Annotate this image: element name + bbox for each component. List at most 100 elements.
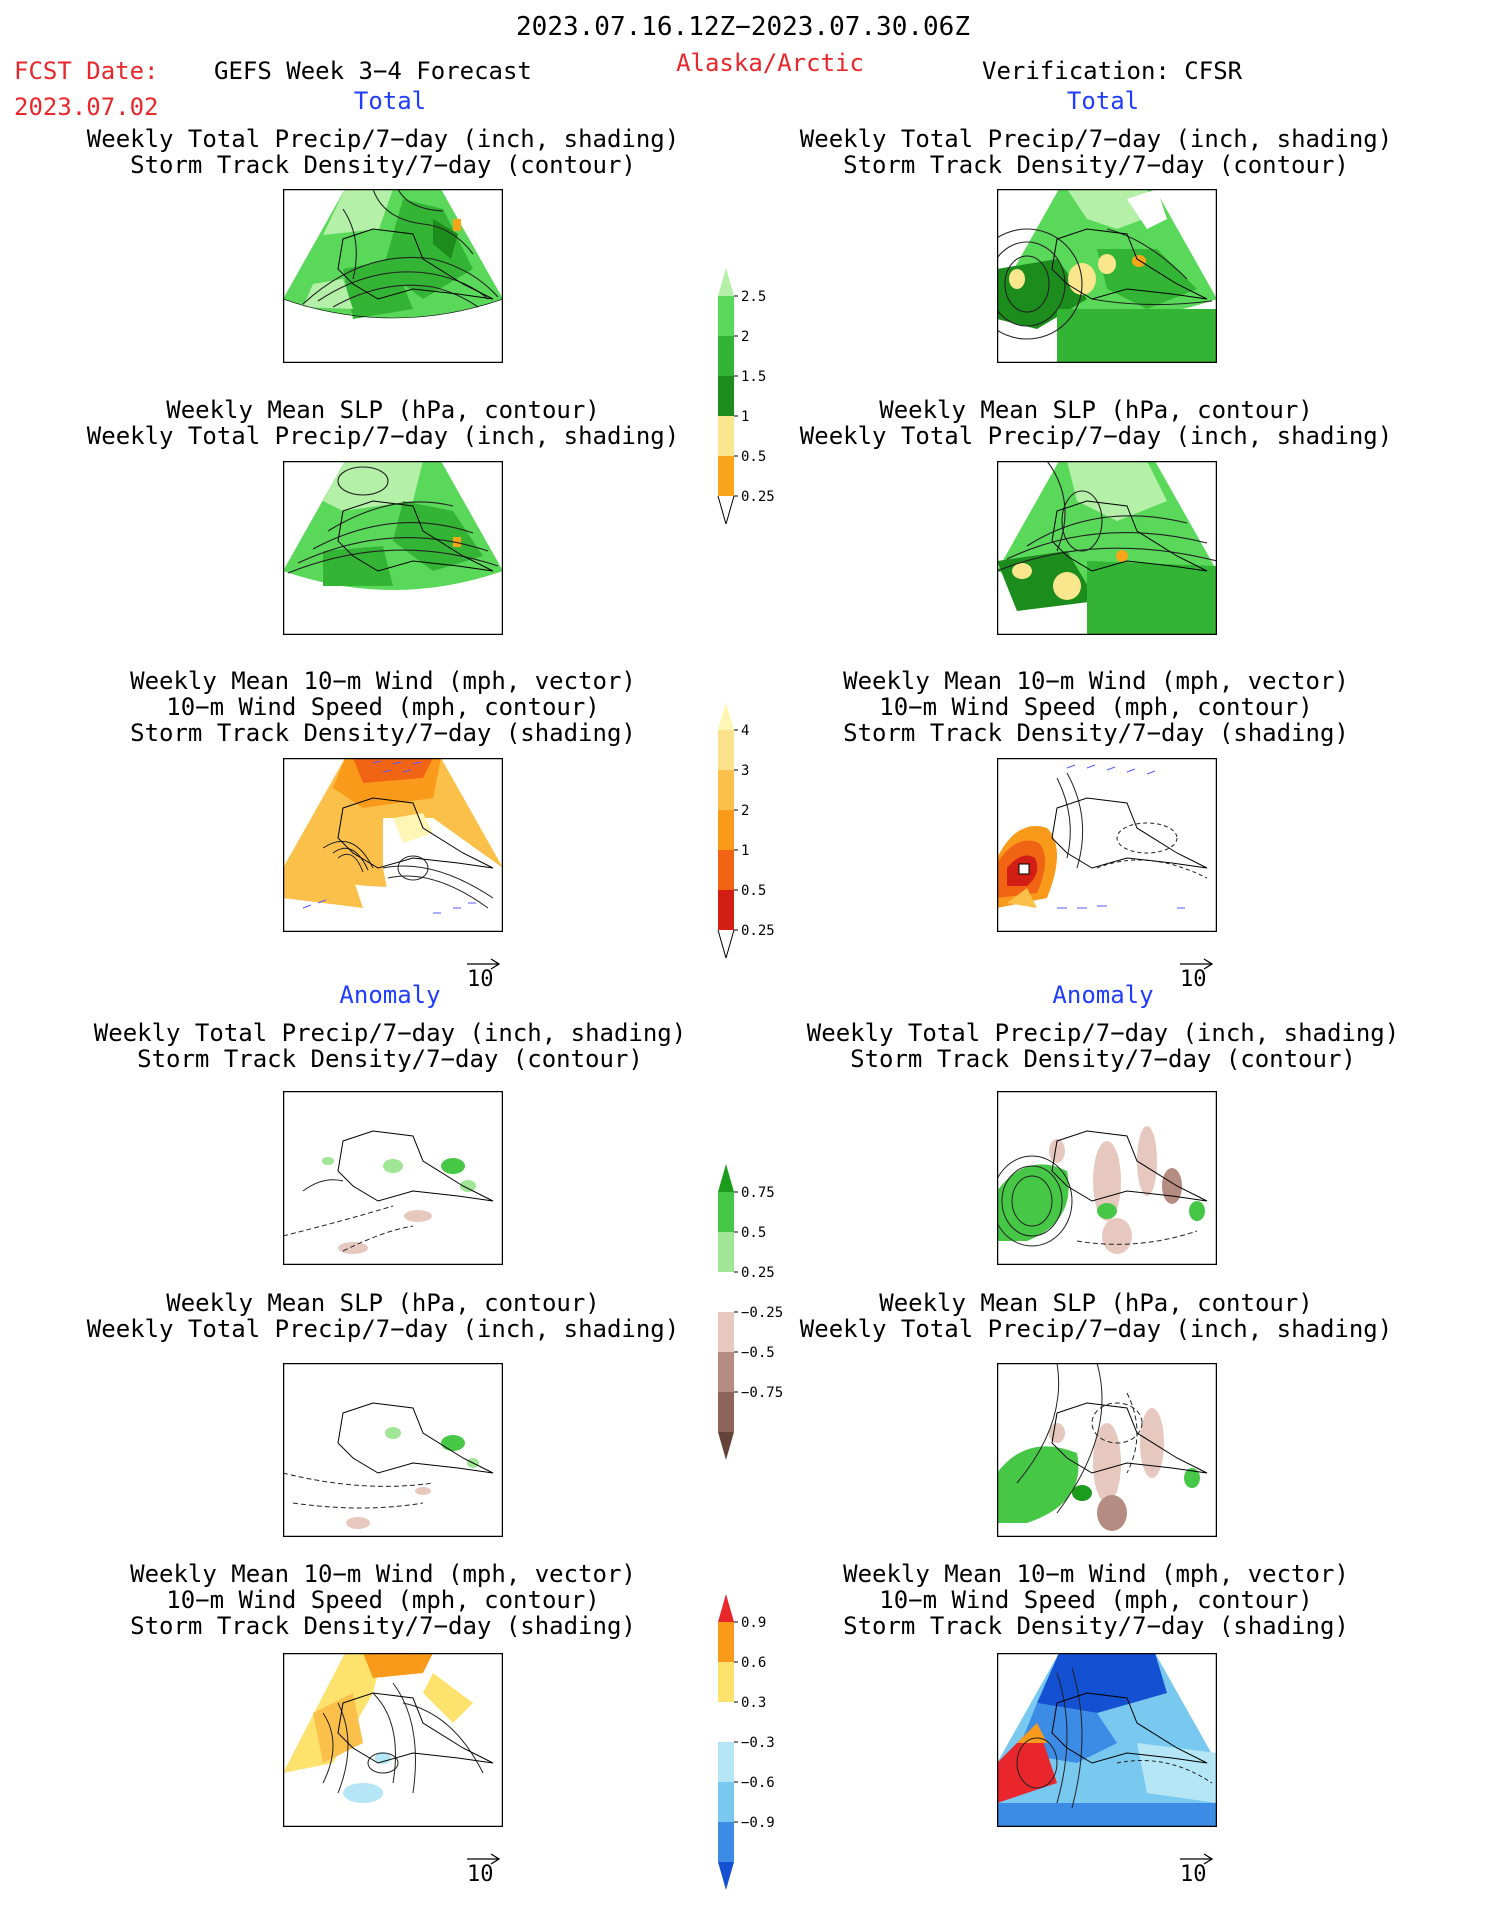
title-line: Weekly Total Precip/7−day (inch, shading… [93,1019,687,1047]
colorbar-svg: 4 3 2 1 0.5 0.25 [717,702,775,959]
title-line: Weekly Total Precip/7−day (inch, shading… [799,1315,1393,1343]
vector-reference-anom-fcst: 10 [465,1850,505,1887]
title-line: Weekly Mean SLP (hPa, contour) [879,1289,1313,1317]
arrow-right-icon [1180,1853,1214,1865]
title-line: 10−m Wind Speed (mph, contour) [879,1586,1313,1614]
colorbar-segment [718,1392,734,1432]
colorbar-precip-total: 2.5 2 1.5 1 0.5 0.25 [717,268,788,528]
colorbar-segment [718,1232,734,1272]
colorbar-label: 2.5 [741,289,766,305]
colorbar-label: 0.25 [741,1265,775,1281]
colorbar-label: −0.25 [741,1305,783,1321]
colorbar-storm-total: 4 3 2 1 0.5 0.25 [717,702,788,962]
colorbar-label: 4 [741,723,749,739]
colorbar-label: 2 [741,329,749,345]
title-line: Weekly Total Precip/7−day (inch, shading… [86,1315,680,1343]
panel-title-total-precip-storm-verif: Weekly Total Precip/7−day (inch, shading… [800,126,1392,178]
title-line: Weekly Total Precip/7−day (inch, shading… [86,125,680,153]
title-line: Storm Track Density/7−day (shading) [130,1612,636,1640]
colorbar-label: 3 [741,763,749,779]
colorbar-segment [718,850,734,890]
panel-title-total-wind-storm-verif: Weekly Mean 10−m Wind (mph, vector) 10−m… [843,668,1349,746]
title-line: Weekly Mean 10−m Wind (mph, vector) [130,667,636,695]
map-total-precip-storm-fcst [283,189,503,363]
title-line: Weekly Mean 10−m Wind (mph, vector) [843,667,1349,695]
colorbar-label: 0.5 [741,1225,766,1241]
colorbar-label: 2 [741,803,749,819]
colorbar-label: −0.3 [741,1735,775,1751]
colorbar-segment [718,770,734,810]
colorbar-label: −0.6 [741,1775,775,1791]
panel-title-total-wind-storm-fcst: Weekly Mean 10−m Wind (mph, vector) 10−m… [130,668,636,746]
colorbar-label: −0.9 [741,1815,775,1831]
product-title: GEFS Week 3−4 Forecast [214,57,532,85]
title-line: Storm Track Density/7−day (contour) [850,1045,1356,1073]
title-line: Storm Track Density/7−day (shading) [843,1612,1349,1640]
panel-title-anom-slp-precip-fcst: Weekly Mean SLP (hPa, contour) Weekly To… [87,1290,679,1342]
colorbar-top-cap [718,1164,734,1192]
arrow-right-icon [1180,958,1214,970]
title-line: Weekly Total Precip/7−day (inch, shading… [799,422,1393,450]
colorbar-segment [718,296,734,336]
colorbar-segment [718,416,734,456]
colorbar-svg: 0.9 0.6 0.3 −0.3 −0.6 −0.9 [718,1594,775,1890]
vector-reference-total-verif: 10 [1178,955,1218,992]
section-anomaly-right: Anomaly [1052,981,1154,1009]
title-line: Storm Track Density/7−day (contour) [137,1045,643,1073]
map-total-wind-storm-verif [997,758,1217,932]
colorbar-segment [718,730,734,770]
map-total-wind-storm-fcst [283,758,503,932]
colorbar-label: 0.25 [741,489,775,505]
title-line: Weekly Total Precip/7−day (inch, shading… [806,1019,1400,1047]
map-anom-wind-storm-fcst [283,1653,503,1827]
colorbar-svg: 0.75 0.5 0.25 −0.25 −0.5 −0.75 [718,1164,783,1460]
colorbar-bottom-cap [717,929,735,959]
panel-title-total-precip-storm-fcst: Weekly Total Precip/7−day (inch, shading… [87,126,679,178]
map-total-precip-storm-verif [997,189,1217,363]
map-anom-precip-storm-verif [997,1091,1217,1265]
map-anom-precip-storm-fcst [283,1091,503,1265]
title-line: Weekly Total Precip/7−day (inch, shading… [799,125,1393,153]
colorbar-top-cap [718,702,734,730]
title-line: 10−m Wind Speed (mph, contour) [879,693,1313,721]
colorbar-label: 0.75 [741,1185,775,1201]
vector-reference-label: 10 [1180,967,1207,992]
colorbar-segment [718,1622,734,1662]
colorbar-label: −0.75 [741,1385,783,1401]
colorbar-segment [718,376,734,416]
colorbar-segment [718,1782,734,1822]
title-line: Storm Track Density/7−day (contour) [130,151,636,179]
panel-title-anom-precip-storm-fcst: Weekly Total Precip/7−day (inch, shading… [94,1020,686,1072]
title-line: Storm Track Density/7−day (shading) [843,719,1349,747]
arrow-right-icon [467,1853,501,1865]
forecast-period: 2023.07.16.12Z−2023.07.30.06Z [516,12,970,42]
panel-title-total-slp-precip-verif: Weekly Mean SLP (hPa, contour) Weekly To… [800,397,1392,449]
colorbar-storm-anom: 0.9 0.6 0.3 −0.3 −0.6 −0.9 [718,1594,788,1894]
colorbar-precip-anom: 0.75 0.5 0.25 −0.25 −0.5 −0.75 [718,1164,788,1464]
panel-title-anom-precip-storm-verif: Weekly Total Precip/7−day (inch, shading… [807,1020,1399,1072]
colorbar-bottom-cap [718,1862,734,1890]
map-total-slp-precip-verif [997,461,1217,635]
colorbar-segment [718,456,734,496]
colorbar-segment [718,336,734,376]
fcst-date-label: FCST Date: [14,57,159,85]
colorbar-segment [718,1702,734,1742]
section-total-left: Total [353,87,427,115]
title-line: Weekly Mean 10−m Wind (mph, vector) [130,1560,636,1588]
colorbar-segment [718,1192,734,1232]
panel-title-anom-wind-storm-fcst: Weekly Mean 10−m Wind (mph, vector) 10−m… [130,1561,636,1639]
title-line: 10−m Wind Speed (mph, contour) [166,1586,600,1614]
colorbar-label: 0.25 [741,923,775,939]
colorbar-segment [718,1312,734,1352]
colorbar-label: 0.3 [741,1695,766,1711]
colorbar-label: 1 [741,843,749,859]
panel-title-total-slp-precip-fcst: Weekly Mean SLP (hPa, contour) Weekly To… [87,397,679,449]
colorbar-top-cap [718,268,734,296]
colorbar-segment [718,1662,734,1702]
map-anom-wind-storm-verif [997,1653,1217,1827]
colorbar-label: 1 [741,409,749,425]
title-line: Storm Track Density/7−day (shading) [130,719,636,747]
colorbar-segment [718,1352,734,1392]
map-total-slp-precip-fcst [283,461,503,635]
colorbar-segment [718,1822,734,1862]
